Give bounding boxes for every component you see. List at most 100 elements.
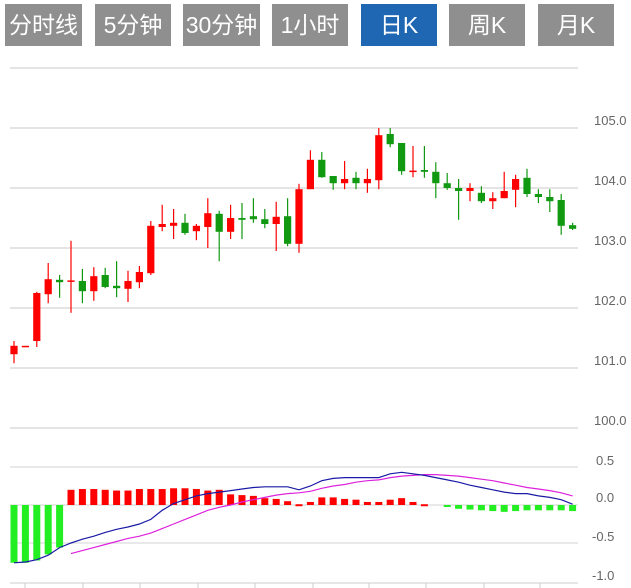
- candle-body: [158, 224, 166, 227]
- candle: [534, 189, 542, 203]
- candle: [318, 152, 326, 178]
- candle-body: [306, 159, 314, 190]
- macd-bar: [557, 505, 565, 511]
- macd-bar: [78, 489, 86, 505]
- macd-bar: [204, 490, 212, 505]
- macd-bar: [272, 498, 280, 505]
- macd-bar: [420, 504, 428, 507]
- candle-body: [375, 135, 383, 181]
- candle: [306, 150, 314, 190]
- candle: [352, 171, 360, 190]
- candle: [386, 128, 394, 148]
- candle-body: [477, 192, 485, 202]
- macd-bar: [181, 488, 189, 505]
- macd-lines: [13, 471, 573, 564]
- macd-bar: [170, 488, 178, 505]
- candle-body: [512, 179, 520, 190]
- candle-body: [204, 213, 212, 227]
- candle: [90, 267, 98, 301]
- candle: [329, 176, 337, 190]
- macd-histogram: [10, 488, 577, 563]
- candle: [21, 345, 29, 348]
- candle: [238, 203, 246, 239]
- candle-body: [181, 222, 189, 233]
- candle-body: [455, 188, 463, 191]
- macd-bar: [477, 505, 485, 511]
- candle-body: [352, 177, 360, 184]
- candle-body: [443, 183, 451, 188]
- candle-body: [249, 216, 257, 220]
- tab-daily-k[interactable]: 日K: [361, 4, 437, 46]
- macd-bar: [466, 505, 474, 510]
- price-tick: 102.0: [594, 293, 627, 308]
- tab-5min[interactable]: 5分钟: [95, 4, 171, 46]
- candle: [33, 291, 41, 347]
- candle: [147, 221, 155, 275]
- period-tabs: 分时线 5分钟 30分钟 1小时 日K 周K 月K: [0, 0, 631, 50]
- candle: [192, 224, 200, 241]
- macd-bar: [147, 489, 155, 505]
- tab-weekly-k[interactable]: 周K: [449, 4, 525, 46]
- candle-body: [44, 279, 52, 295]
- candle: [158, 204, 166, 232]
- tab-1hour[interactable]: 1小时: [272, 4, 348, 46]
- price-tick: 100.0: [594, 413, 627, 428]
- candles: [10, 128, 577, 364]
- candle: [512, 174, 520, 208]
- macd-bar: [44, 505, 52, 555]
- candle-body: [67, 280, 75, 282]
- macd-bar: [21, 505, 29, 563]
- candle: [477, 186, 485, 203]
- candle-body: [500, 191, 508, 199]
- candle: [215, 210, 223, 262]
- macd-tick: 0.5: [596, 453, 614, 468]
- macd-bar: [238, 495, 246, 505]
- candle: [523, 168, 531, 197]
- candle-body: [33, 293, 41, 341]
- macd-bar: [386, 499, 394, 505]
- candle-body: [124, 281, 132, 289]
- macd-tick: -1.0: [592, 568, 614, 583]
- candle-body: [227, 218, 235, 232]
- macd-bar: [158, 489, 166, 505]
- candle: [124, 270, 132, 302]
- candle: [500, 171, 508, 199]
- candle-body: [135, 272, 143, 283]
- candle: [170, 209, 178, 239]
- candle-body: [489, 198, 497, 202]
- price-axis-labels: 105.0 104.0 103.0 102.0 101.0 100.0 0.5 …: [592, 113, 627, 583]
- candle-body: [386, 134, 394, 145]
- macd-bar: [523, 505, 531, 511]
- macd-bar: [306, 501, 314, 505]
- candle: [272, 201, 280, 251]
- candle-body: [90, 276, 98, 292]
- candle-body: [101, 275, 109, 287]
- candle: [113, 261, 121, 298]
- candle-body: [432, 171, 440, 184]
- macd-bar: [329, 497, 337, 505]
- candle-body: [56, 279, 64, 283]
- candle: [443, 173, 451, 190]
- macd-bar: [124, 490, 132, 505]
- macd-tick: 0.0: [596, 490, 614, 505]
- macd-bar: [409, 501, 417, 505]
- macd-bar: [215, 489, 223, 505]
- macd-bar: [295, 504, 303, 507]
- candle: [135, 266, 143, 289]
- candle-body: [215, 213, 223, 232]
- candle: [249, 198, 257, 223]
- tab-timeline[interactable]: 分时线: [5, 4, 82, 46]
- candle: [341, 161, 349, 190]
- macd-bar: [398, 498, 406, 505]
- candle-body: [341, 179, 349, 184]
- candle: [363, 168, 371, 193]
- tab-monthly-k[interactable]: 月K: [538, 4, 614, 46]
- dif-line: [13, 471, 573, 564]
- candle: [78, 269, 86, 304]
- candle: [10, 341, 18, 364]
- tab-30min[interactable]: 30分钟: [183, 4, 260, 46]
- macd-bar: [546, 505, 554, 511]
- candle-body: [10, 345, 18, 355]
- candle-body: [261, 219, 269, 224]
